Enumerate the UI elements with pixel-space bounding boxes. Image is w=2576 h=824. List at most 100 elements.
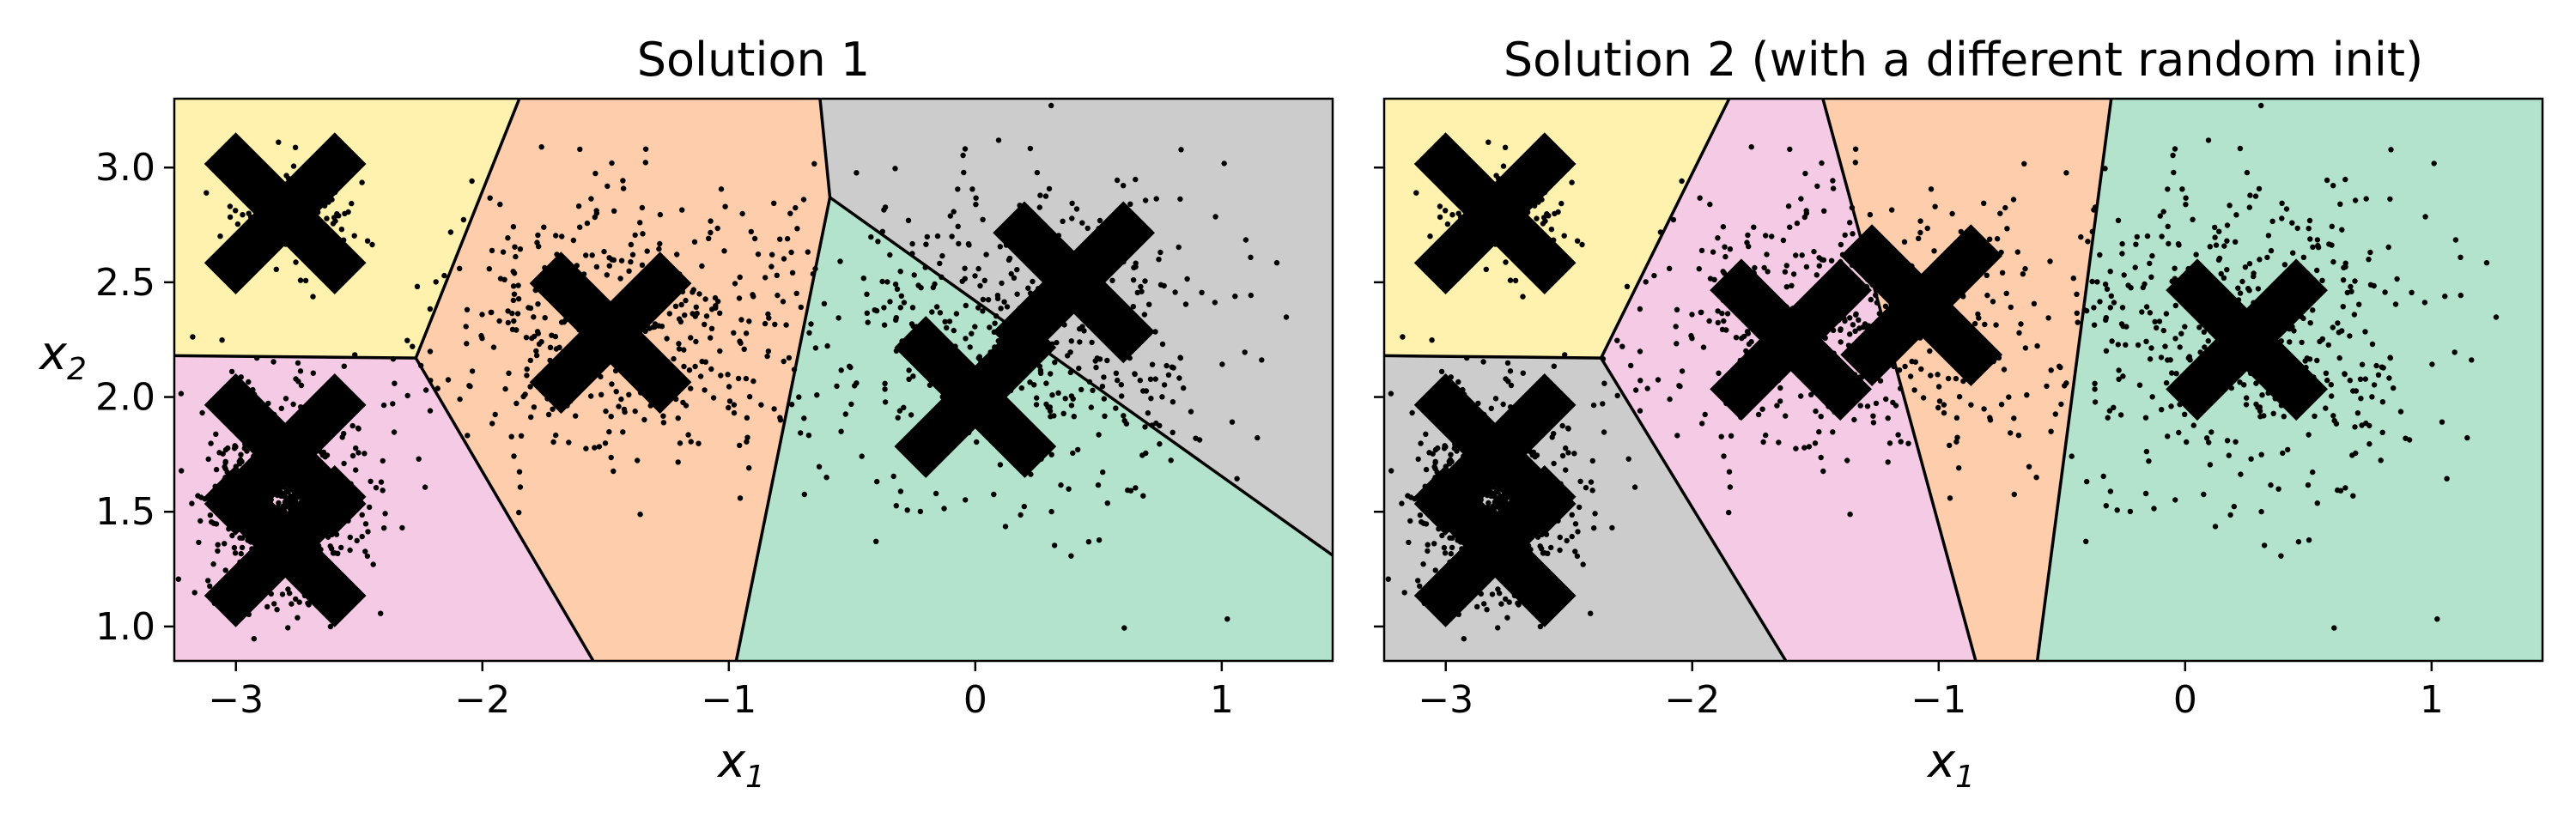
data-point <box>2300 254 2307 260</box>
data-point <box>510 269 516 275</box>
data-point <box>428 378 434 384</box>
data-point <box>2375 372 2382 378</box>
data-point <box>2108 293 2114 299</box>
data-point <box>1229 419 1236 425</box>
data-point <box>1425 548 1431 554</box>
centroid-marker-6 <box>2166 258 2328 421</box>
subplot-solution-1: −3 −2 −1 0 1 1.0 1.5 2.0 2.5 3.0 Solution 1 x1 x2 <box>38 33 1334 795</box>
data-point <box>1031 382 1037 388</box>
data-point <box>338 544 344 551</box>
data-point <box>2244 169 2251 176</box>
data-point <box>2431 161 2437 167</box>
data-point <box>2347 333 2353 339</box>
data-point <box>659 324 665 330</box>
data-point <box>848 401 854 408</box>
data-point <box>726 404 732 411</box>
data-point <box>306 602 312 608</box>
data-point <box>509 310 515 317</box>
data-point <box>1143 450 1149 457</box>
data-point <box>2212 224 2218 231</box>
data-point <box>1273 260 1280 266</box>
data-point <box>1081 328 1087 334</box>
data-point <box>967 344 973 350</box>
data-point <box>1799 252 1805 258</box>
data-point <box>215 548 221 554</box>
data-point <box>2265 233 2272 239</box>
x-axis-label: x1 <box>1926 734 1975 795</box>
data-point <box>240 212 246 218</box>
data-point <box>378 610 384 616</box>
data-point <box>2258 102 2264 109</box>
data-point <box>1637 306 1643 312</box>
data-point <box>620 185 627 191</box>
data-point <box>1674 433 1680 439</box>
data-point <box>2143 304 2150 310</box>
data-point <box>1637 408 1643 414</box>
data-point <box>904 507 910 513</box>
data-point <box>232 550 239 556</box>
data-point <box>1070 450 1076 457</box>
data-point <box>2279 215 2285 221</box>
data-point <box>606 263 612 269</box>
data-point <box>766 315 772 321</box>
data-point <box>933 490 939 497</box>
y-tick-label: 3.0 <box>95 146 155 190</box>
data-point <box>1161 382 1168 388</box>
data-point <box>566 439 572 445</box>
data-point <box>1419 518 1425 525</box>
data-point <box>2089 278 2095 285</box>
data-point <box>515 282 521 288</box>
data-point <box>1133 485 1139 491</box>
data-point <box>1674 306 1680 312</box>
data-point <box>1889 207 1895 213</box>
data-point <box>693 338 699 345</box>
data-point <box>1577 504 1583 511</box>
data-point <box>353 445 359 451</box>
data-point <box>1101 396 1108 402</box>
data-point <box>980 216 986 222</box>
data-point <box>1159 341 1166 348</box>
data-point <box>520 393 526 400</box>
data-point <box>416 456 422 462</box>
data-point <box>1413 190 1419 196</box>
data-point <box>1890 399 1896 406</box>
data-point <box>801 415 807 421</box>
data-point <box>1069 215 1075 221</box>
data-point <box>336 213 342 219</box>
data-point <box>1500 163 1507 169</box>
data-point <box>2439 419 2445 425</box>
data-point <box>1132 371 1138 378</box>
data-point <box>690 287 696 293</box>
data-point <box>2207 244 2213 250</box>
data-point <box>2182 324 2188 330</box>
data-point <box>2011 415 2017 421</box>
data-point <box>2310 307 2316 313</box>
data-point <box>353 467 359 473</box>
data-point <box>1600 401 1606 407</box>
data-point <box>1066 486 1072 492</box>
data-point <box>2085 239 2091 245</box>
data-point <box>2422 214 2428 220</box>
data-point <box>666 311 672 317</box>
data-point <box>909 305 916 311</box>
data-point <box>1976 315 1982 321</box>
data-point <box>2224 267 2230 273</box>
data-point <box>1562 352 1568 358</box>
data-point <box>341 460 347 467</box>
data-point <box>1060 410 1066 416</box>
data-point <box>2253 380 2259 386</box>
data-point <box>696 291 702 297</box>
data-point <box>1400 334 1406 340</box>
data-point <box>887 299 893 305</box>
data-point <box>1987 417 1994 423</box>
data-point <box>322 454 328 460</box>
data-point <box>1838 241 1844 248</box>
data-point <box>1862 324 1868 330</box>
data-point <box>1113 405 1119 411</box>
data-point <box>1748 144 1754 150</box>
data-point <box>273 266 279 272</box>
data-point <box>1142 424 1148 430</box>
data-point <box>2016 330 2022 336</box>
data-point <box>892 282 899 288</box>
data-point <box>1165 372 1172 378</box>
